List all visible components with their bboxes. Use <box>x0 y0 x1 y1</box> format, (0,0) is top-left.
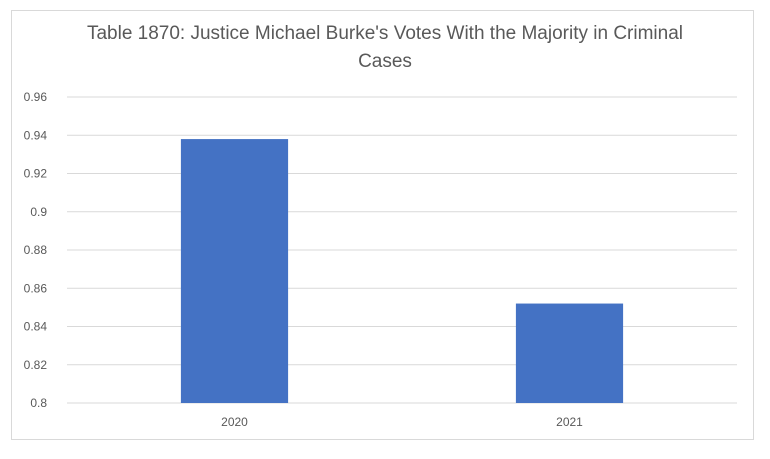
y-tick-label: 0.9 <box>30 205 47 219</box>
bars <box>180 139 624 403</box>
y-axis-tick-labels: 0.8 0.82 0.84 0.86 0.88 0.9 0.92 0.94 0.96 <box>24 90 48 410</box>
y-tick-label: 0.8 <box>30 396 47 410</box>
y-tick-label: 0.82 <box>24 358 48 372</box>
chart-title: Table 1870: Justice Michael Burke's Vote… <box>0 20 770 76</box>
bar-2020 <box>180 139 289 403</box>
x-axis-tick-labels: 2020 2021 <box>221 415 583 429</box>
bar-2021 <box>515 303 624 403</box>
gridlines <box>67 96 737 404</box>
y-tick-label: 0.84 <box>24 320 48 334</box>
chart-title-text: Table 1870: Justice Michael Burke's Vote… <box>86 23 684 72</box>
x-tick-label: 2021 <box>556 415 583 429</box>
chart-frame <box>11 10 754 440</box>
x-tick-label: 2020 <box>221 415 248 429</box>
y-tick-label: 0.94 <box>24 128 48 142</box>
y-tick-label: 0.86 <box>24 281 48 295</box>
y-tick-label: 0.88 <box>24 243 48 257</box>
y-tick-label: 0.92 <box>24 167 48 181</box>
y-tick-label: 0.96 <box>24 90 48 104</box>
